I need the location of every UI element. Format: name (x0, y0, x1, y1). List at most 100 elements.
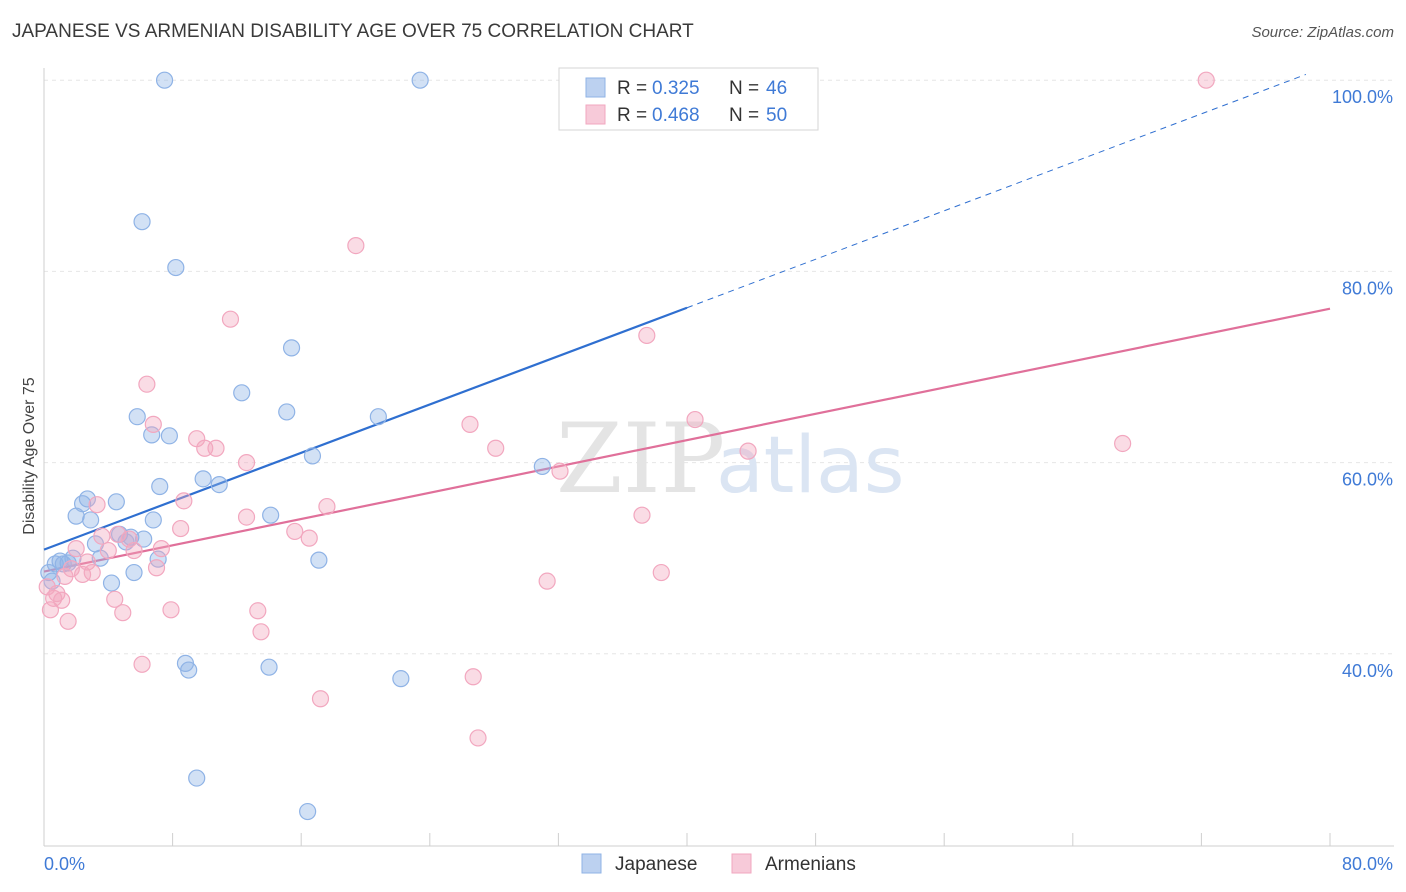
japanese-point-37 (278, 403, 296, 421)
japanese-legend-r-label: R = (617, 78, 647, 99)
trend-lines (43, 73, 1331, 573)
japanese-point-10 (82, 511, 100, 529)
japanese-point-32 (194, 470, 212, 488)
japanese-point-38 (282, 339, 301, 357)
armenians-point-15 (106, 590, 124, 608)
armenians-point-34 (249, 602, 267, 620)
armenians-point-35 (252, 623, 270, 641)
armenians-point-23 (147, 559, 166, 577)
armenians-point-51 (739, 442, 757, 460)
japanese-point-8 (73, 495, 92, 513)
x-tick-labels: 0.0% 80.0% (44, 854, 1393, 874)
y-axis-label: Disability Age Over 75 (21, 377, 38, 535)
armenians-legend-r-label: R = (617, 105, 647, 126)
x-tick-label-max: 80.0% (1342, 854, 1393, 874)
armenians-bottom-legend-label: Armenians (765, 854, 856, 875)
y-tick-label-2: 80.0% (1342, 278, 1393, 298)
japanese-point-19 (128, 408, 146, 426)
armenians-point-50 (686, 410, 704, 429)
armenians-legend-swatch (585, 104, 606, 125)
armenians-point-16 (109, 525, 127, 543)
armenians-point-38 (311, 690, 330, 708)
japanese-point-31 (188, 769, 206, 787)
japanese-point-33 (210, 475, 228, 494)
japanese-bottom-legend-swatch (581, 853, 602, 874)
armenians-point-37 (300, 529, 318, 547)
bottom-legend: Japanese Armenians (581, 853, 856, 875)
japanese-point-36 (262, 506, 280, 524)
armenians-point-33 (237, 454, 256, 472)
japanese-point-34 (233, 384, 251, 402)
x-ticks (43, 833, 1331, 846)
japanese-point-35 (260, 658, 278, 676)
armenians-point-49 (652, 563, 670, 582)
japanese-point-39 (299, 802, 317, 821)
armenians-point-39 (318, 497, 336, 516)
armenians-point-21 (138, 375, 156, 393)
armenians-point-6 (59, 612, 77, 630)
japanese-point-25 (151, 477, 169, 496)
japanese-point-23 (144, 511, 162, 529)
japanese-point-30 (180, 661, 198, 679)
japanese-bottom-legend-label: Japanese (615, 854, 697, 875)
armenians-point-44 (487, 439, 505, 457)
japanese-point-42 (369, 408, 387, 426)
armenians-legend-n-value: 50 (766, 105, 787, 126)
japanese-legend-n-label: N = (729, 78, 759, 99)
armenians-point-42 (464, 668, 482, 686)
armenians-point-47 (633, 506, 651, 524)
japanese-point-43 (392, 670, 410, 688)
armenians-legend-n-label: N = (729, 105, 759, 126)
x-tick-label-min: 0.0% (44, 854, 85, 874)
y-tick-label-3: 100.0% (1332, 87, 1393, 107)
japanese-legend-n-value: 46 (766, 78, 787, 99)
armenians-point-43 (469, 729, 487, 747)
japanese-point-40 (303, 447, 322, 465)
y-tick-label-0: 40.0% (1342, 661, 1393, 681)
armenians-point-11 (83, 563, 101, 582)
armenians-point-17 (114, 604, 132, 622)
y-tick-label-1: 60.0% (1342, 470, 1393, 490)
armenians-point-19 (125, 541, 143, 560)
japanese-legend-swatch (585, 77, 606, 98)
japanese-point-24 (149, 550, 167, 568)
watermark-zip: ZIP (556, 403, 725, 515)
armenians-point-53 (1197, 71, 1215, 89)
armenians-point-24 (152, 540, 170, 558)
japanese-point-21 (135, 530, 153, 548)
armenians-bottom-legend-swatch (731, 853, 752, 874)
armenians-point-10 (78, 553, 97, 571)
japanese-legend-r-value: 0.325 (652, 78, 700, 99)
japanese-point-27 (160, 427, 178, 445)
japanese-point-13 (102, 574, 121, 592)
armenians-point-20 (133, 655, 151, 673)
armenians-point-8 (67, 540, 85, 558)
armenians-point-40 (347, 236, 365, 255)
armenians-trend-line (43, 307, 1331, 573)
armenians-point-14 (99, 541, 117, 560)
armenians-legend-r-value: 0.468 (652, 105, 700, 126)
chart-source: Source: ZipAtlas.com (1251, 24, 1394, 41)
armenians-point-31 (221, 310, 240, 328)
japanese-point-26 (155, 71, 174, 89)
japanese-point-41 (310, 551, 328, 569)
armenians-point-30 (207, 439, 225, 457)
armenians-point-36 (286, 522, 304, 541)
armenians-point-46 (551, 462, 569, 480)
gridlines (44, 79, 1394, 655)
chart-title: JAPANESE VS ARMENIAN DISABILITY AGE OVER… (12, 21, 694, 42)
japanese-point-28 (167, 258, 185, 277)
armenians-point-41 (461, 415, 479, 433)
legend-entries: R = 0.325 N = 46 R = 0.468 N = 50 (585, 77, 787, 126)
legend: R = 0.325 N = 46 R = 0.468 N = 50 (558, 67, 819, 131)
y-tick-labels: 40.0% 60.0% 80.0% 100.0% (1332, 87, 1393, 681)
watermark-atlas: atlas (716, 421, 905, 511)
data-points (38, 71, 1215, 821)
armenians-point-25 (162, 601, 180, 619)
japanese-trend-extension (686, 73, 1307, 309)
japanese-trend-line (43, 306, 688, 551)
armenians-point-48 (638, 326, 656, 345)
armenians-point-4 (53, 591, 71, 609)
